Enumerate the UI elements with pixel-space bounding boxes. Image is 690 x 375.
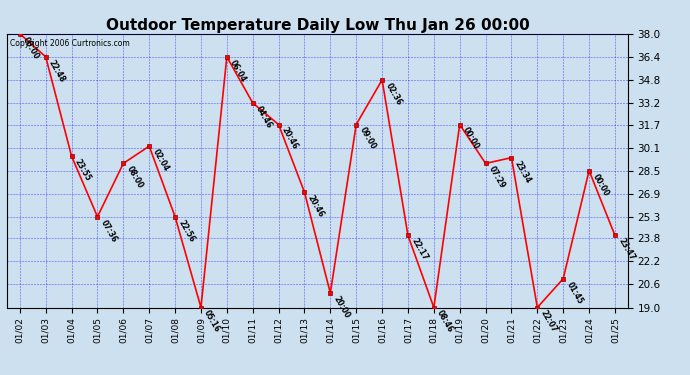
Text: 20:46: 20:46 (306, 194, 326, 219)
Text: 20:46: 20:46 (280, 126, 300, 151)
Text: 23:47: 23:47 (616, 237, 636, 262)
Text: 08:00: 08:00 (125, 165, 145, 190)
Text: 20:00: 20:00 (332, 294, 352, 320)
Text: 22:48: 22:48 (47, 58, 67, 84)
Text: 02:36: 02:36 (384, 81, 404, 106)
Text: 05:16: 05:16 (202, 309, 222, 334)
Text: 00:00: 00:00 (461, 126, 481, 151)
Text: 22:56: 22:56 (177, 218, 196, 243)
Text: 23:34: 23:34 (513, 159, 533, 184)
Text: 00:00: 00:00 (591, 172, 611, 197)
Text: 07:29: 07:29 (487, 165, 507, 190)
Title: Outdoor Temperature Daily Low Thu Jan 26 00:00: Outdoor Temperature Daily Low Thu Jan 26… (106, 18, 529, 33)
Text: 08:46: 08:46 (435, 309, 455, 334)
Text: 01:45: 01:45 (564, 280, 584, 305)
Text: 06:04: 06:04 (228, 58, 248, 84)
Text: Copyright 2006 Curtronics.com: Copyright 2006 Curtronics.com (10, 39, 130, 48)
Text: 23:55: 23:55 (73, 158, 92, 183)
Text: 09:00: 09:00 (357, 126, 377, 151)
Text: 07:36: 07:36 (99, 218, 119, 244)
Text: 02:04: 02:04 (150, 147, 170, 173)
Text: 00:00: 00:00 (21, 35, 41, 60)
Text: 04:46: 04:46 (254, 104, 274, 130)
Text: 22:07: 22:07 (539, 309, 559, 334)
Text: 22:17: 22:17 (409, 237, 429, 262)
